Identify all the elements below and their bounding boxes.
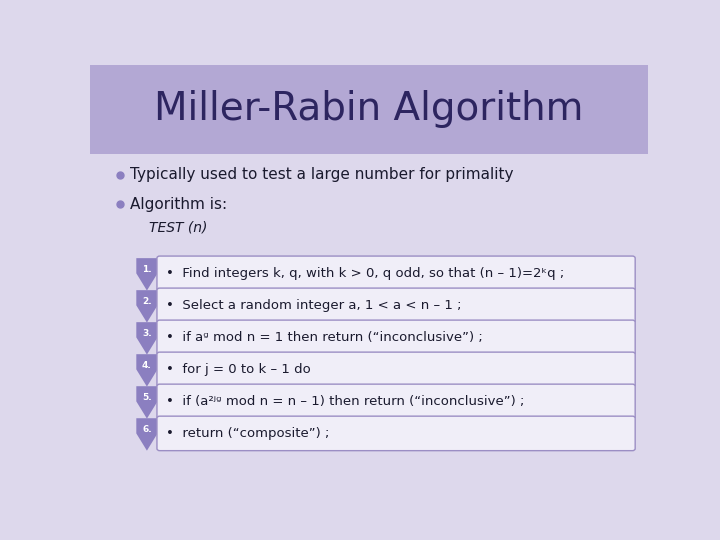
FancyBboxPatch shape	[157, 416, 635, 451]
FancyBboxPatch shape	[157, 384, 635, 418]
Text: TEST (n): TEST (n)	[148, 221, 207, 235]
Text: •  for j = 0 to k – 1 do: • for j = 0 to k – 1 do	[166, 363, 311, 376]
Text: 2.: 2.	[142, 296, 152, 306]
Polygon shape	[136, 290, 158, 322]
Polygon shape	[136, 418, 158, 451]
FancyBboxPatch shape	[157, 256, 635, 291]
FancyBboxPatch shape	[157, 288, 635, 322]
Text: •  if aᶢ mod n = 1 then return (“inconclusive”) ;: • if aᶢ mod n = 1 then return (“inconclu…	[166, 331, 483, 344]
Text: 3.: 3.	[142, 329, 152, 338]
Polygon shape	[136, 386, 158, 418]
Text: Algorithm is:: Algorithm is:	[130, 197, 228, 212]
Bar	[90, 65, 648, 154]
Text: Typically used to test a large number for primality: Typically used to test a large number fo…	[130, 167, 513, 183]
Polygon shape	[136, 354, 158, 387]
Text: 5.: 5.	[142, 393, 152, 402]
Text: •  Find integers k, q, with k > 0, q odd, so that (n – 1)=2ᵏq ;: • Find integers k, q, with k > 0, q odd,…	[166, 267, 564, 280]
Text: 6.: 6.	[142, 425, 152, 434]
Polygon shape	[136, 322, 158, 355]
Text: 4.: 4.	[142, 361, 152, 370]
FancyBboxPatch shape	[157, 320, 635, 355]
Polygon shape	[136, 258, 158, 291]
Text: •  return (“composite”) ;: • return (“composite”) ;	[166, 427, 330, 440]
Text: 1.: 1.	[142, 265, 152, 274]
Text: Miller-Rabin Algorithm: Miller-Rabin Algorithm	[154, 91, 584, 129]
Text: •  if (a²ʲᶢ mod n = n – 1) then return (“inconclusive”) ;: • if (a²ʲᶢ mod n = n – 1) then return (“…	[166, 395, 525, 408]
FancyBboxPatch shape	[157, 352, 635, 387]
Text: •  Select a random integer a, 1 < a < n – 1 ;: • Select a random integer a, 1 < a < n –…	[166, 299, 462, 312]
